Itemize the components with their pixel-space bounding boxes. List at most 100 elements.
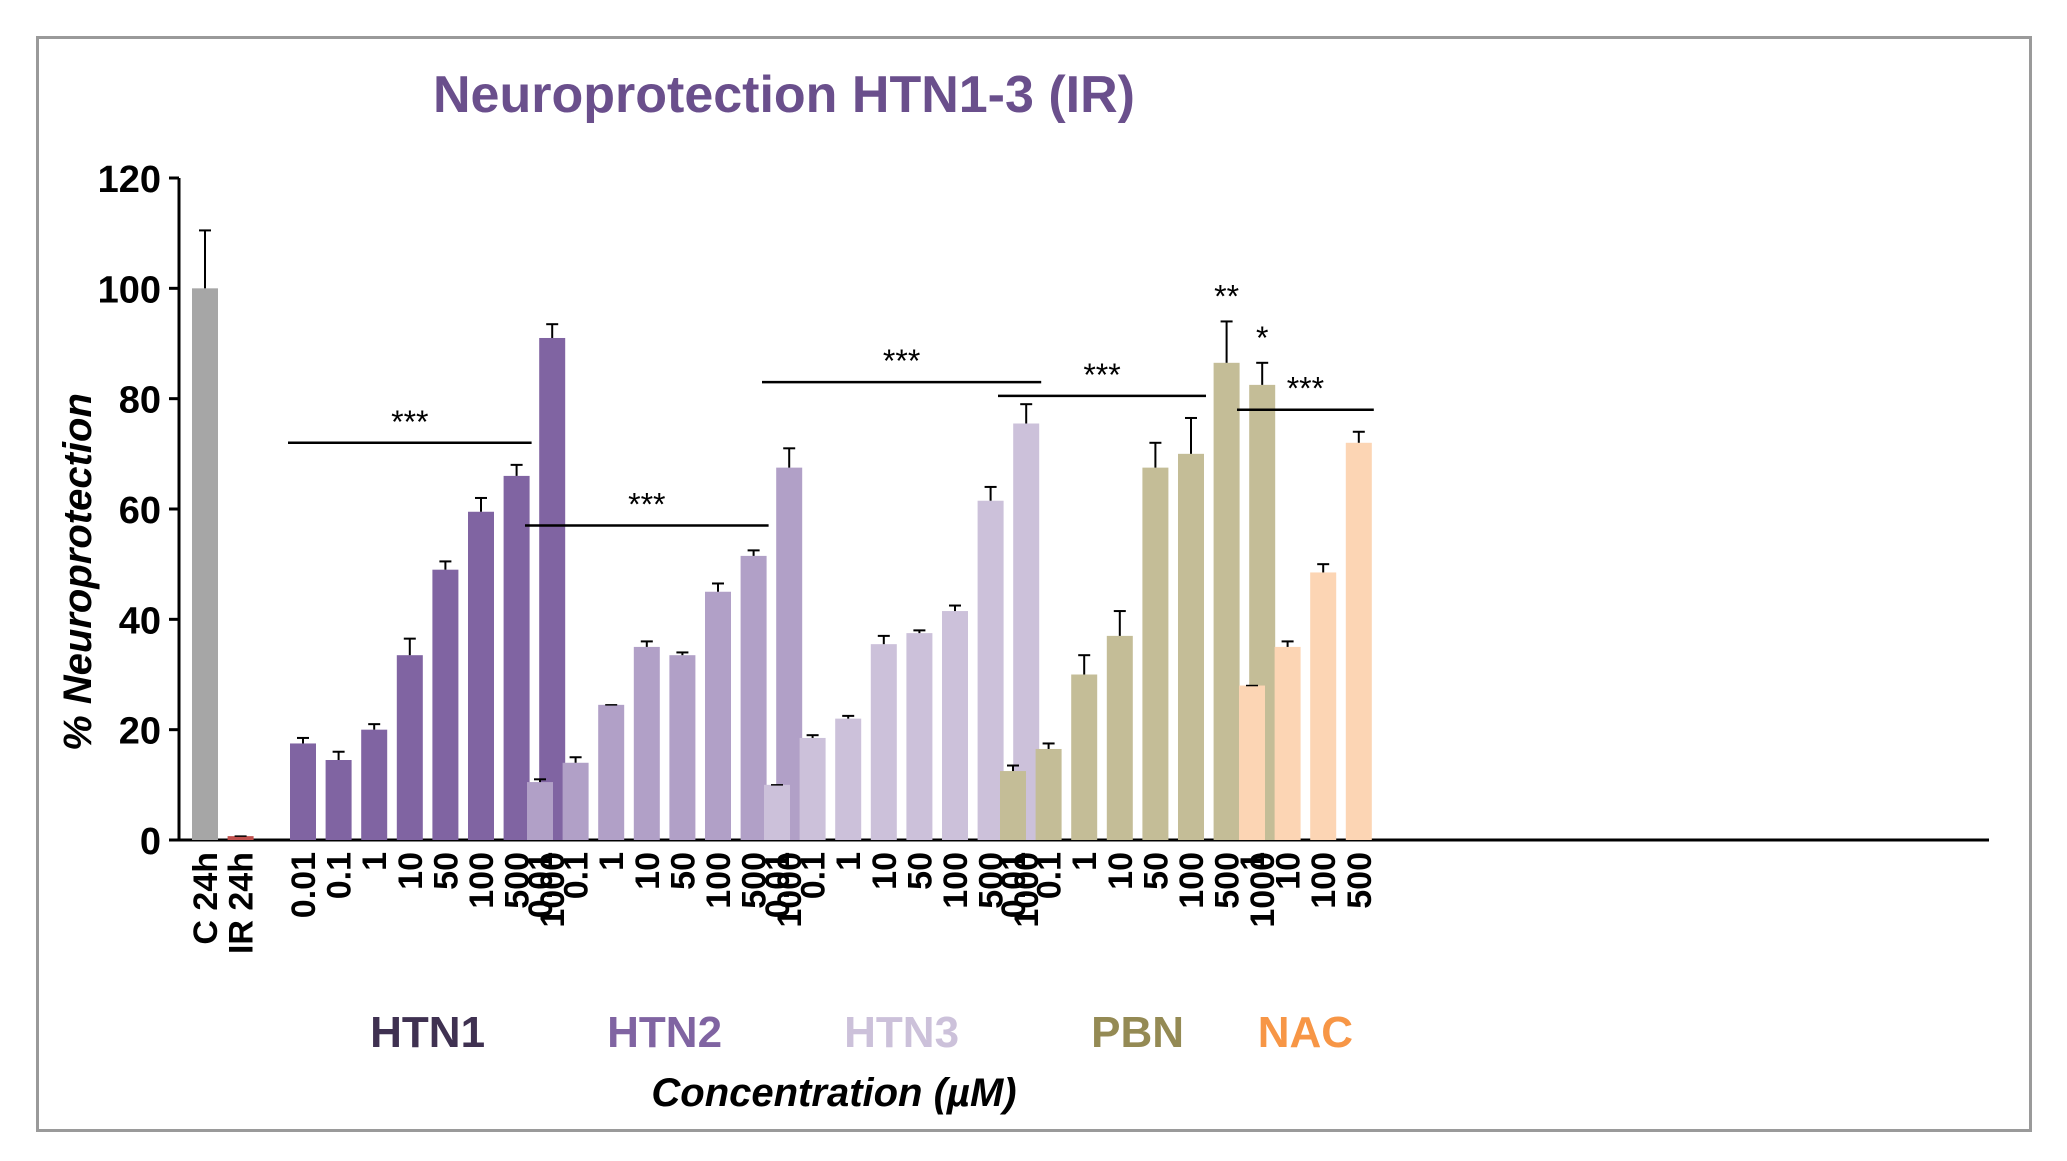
x-tick-label: 10 bbox=[1102, 852, 1140, 890]
bar bbox=[598, 704, 625, 840]
bar bbox=[432, 569, 459, 840]
x-tick-label: 0.01 bbox=[759, 852, 797, 918]
y-tick-label: 100 bbox=[98, 269, 161, 311]
bar bbox=[1071, 674, 1098, 840]
x-axis-title: Concentration (µM) bbox=[651, 1071, 1016, 1115]
y-tick-label: 20 bbox=[119, 711, 161, 753]
x-tick-label: 1 bbox=[830, 852, 868, 871]
x-tick-label: 100 bbox=[1173, 852, 1211, 909]
significance-label: *** bbox=[1287, 371, 1324, 407]
bar bbox=[1274, 646, 1301, 840]
bar bbox=[633, 646, 660, 840]
x-tick-label: 500 bbox=[736, 852, 774, 909]
x-tick-label: 1 bbox=[1066, 852, 1104, 871]
bar bbox=[1142, 467, 1169, 840]
group-label: HTN3 bbox=[844, 1008, 959, 1057]
bar bbox=[942, 611, 968, 840]
x-tick-label: 10 bbox=[629, 852, 667, 890]
x-tick-label: 1000 bbox=[771, 852, 809, 928]
x-tick-label: IR 24h bbox=[223, 852, 261, 954]
x-tick-label: 50 bbox=[1137, 852, 1175, 890]
group-label: HTN2 bbox=[607, 1008, 722, 1057]
group-label: NAC bbox=[1258, 1008, 1353, 1057]
bar bbox=[669, 655, 696, 840]
x-tick-label: 1000 bbox=[1008, 852, 1046, 928]
bar bbox=[1035, 748, 1062, 840]
significance-label: *** bbox=[883, 343, 920, 379]
x-tick-label: 10 bbox=[866, 852, 904, 890]
chart-frame: Neuroprotection HTN1-3 (IR) % Neuroprote… bbox=[36, 36, 2032, 1132]
x-tick-label: 0.1 bbox=[1031, 852, 1069, 899]
bar bbox=[396, 655, 423, 840]
bar bbox=[977, 500, 1004, 840]
bar bbox=[527, 782, 553, 840]
group-label: HTN1 bbox=[370, 1008, 485, 1057]
x-tick-label: 500 bbox=[1341, 852, 1379, 909]
x-tick-label: 1 bbox=[593, 852, 631, 871]
x-tick-label: 50 bbox=[901, 852, 939, 890]
x-tick-label: 1000 bbox=[1244, 852, 1282, 928]
group-label: PBN bbox=[1091, 1008, 1184, 1057]
bar bbox=[562, 762, 589, 840]
x-tick-label: C 24h bbox=[187, 852, 225, 945]
x-tick-label: 10 bbox=[392, 852, 430, 890]
bar bbox=[906, 633, 933, 840]
bar bbox=[870, 644, 897, 840]
x-tick-label: 10 bbox=[1270, 852, 1308, 890]
y-tick-label: 60 bbox=[119, 490, 161, 532]
x-tick-label: 1 bbox=[356, 852, 394, 871]
significance-star: ** bbox=[1214, 278, 1239, 314]
x-tick-label: 0.1 bbox=[558, 852, 596, 899]
y-tick-label: 40 bbox=[119, 600, 161, 642]
significance-label: *** bbox=[391, 404, 428, 440]
bar bbox=[1106, 635, 1133, 840]
y-tick-label: 80 bbox=[119, 380, 161, 422]
bar bbox=[1345, 442, 1372, 840]
bar bbox=[227, 836, 254, 840]
chart: Neuroprotection HTN1-3 (IR) % Neuroprote… bbox=[56, 66, 1989, 1115]
x-tick-label: 500 bbox=[1209, 852, 1247, 909]
bar bbox=[1239, 685, 1265, 840]
bar bbox=[740, 555, 767, 840]
bar bbox=[1178, 453, 1204, 840]
x-tick-label: 0.1 bbox=[321, 852, 359, 899]
bar bbox=[192, 288, 218, 840]
x-tick-label: 100 bbox=[700, 852, 738, 909]
x-tick-label: 100 bbox=[937, 852, 975, 909]
x-tick-label: 0.1 bbox=[795, 852, 833, 899]
bar bbox=[1013, 423, 1040, 840]
x-tick-label: 500 bbox=[499, 852, 537, 909]
bar bbox=[325, 760, 352, 840]
significance-star: * bbox=[1256, 320, 1268, 356]
y-tick-label: 0 bbox=[140, 821, 161, 863]
y-axis-title: % Neuroprotection bbox=[56, 393, 100, 751]
x-tick-label: 0.01 bbox=[522, 852, 560, 918]
bar bbox=[835, 718, 862, 840]
x-tick-label: 1000 bbox=[534, 852, 572, 928]
bar bbox=[705, 591, 731, 840]
chart-title: Neuroprotection HTN1-3 (IR) bbox=[433, 66, 1135, 124]
x-tick-label: 500 bbox=[973, 852, 1011, 909]
bar bbox=[361, 729, 388, 840]
bar bbox=[1213, 362, 1240, 840]
bar bbox=[799, 737, 826, 840]
bar bbox=[1310, 572, 1337, 840]
x-tick-label: 0.01 bbox=[995, 852, 1033, 918]
x-tick-label: 1 bbox=[1234, 852, 1272, 871]
y-tick-label: 120 bbox=[98, 159, 161, 201]
bar bbox=[764, 784, 790, 840]
x-tick-label: 100 bbox=[1305, 852, 1343, 909]
bar bbox=[539, 337, 566, 840]
bar bbox=[503, 475, 530, 840]
x-tick-label: 50 bbox=[664, 852, 702, 890]
significance-label: *** bbox=[628, 487, 665, 523]
x-tick-label: 0.01 bbox=[285, 852, 323, 918]
x-tick-label: 50 bbox=[427, 852, 465, 890]
x-tick-label: 100 bbox=[463, 852, 501, 909]
bar bbox=[468, 511, 494, 840]
bar bbox=[1000, 771, 1026, 840]
significance-label: *** bbox=[1083, 357, 1120, 393]
bar bbox=[776, 467, 803, 840]
bar bbox=[290, 743, 316, 840]
